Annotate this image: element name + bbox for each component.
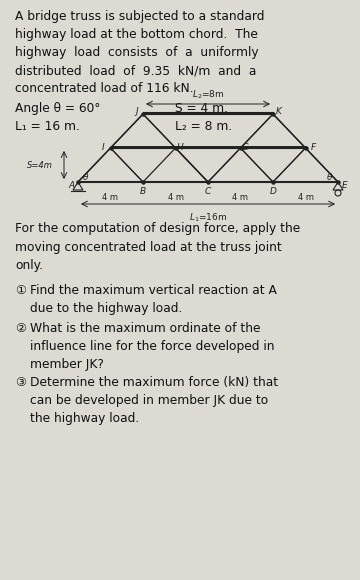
Text: A: A <box>69 182 75 190</box>
Text: For the computation of design force, apply the
moving concentrated load at the t: For the computation of design force, app… <box>15 222 300 272</box>
Text: concentrated load of 116 kN.: concentrated load of 116 kN. <box>15 82 194 95</box>
Text: 4 m: 4 m <box>297 194 314 202</box>
Text: L₂ = 8 m.: L₂ = 8 m. <box>175 120 232 133</box>
Text: S = 4 m.: S = 4 m. <box>175 102 228 115</box>
Text: highway load at the bottom chord.  The: highway load at the bottom chord. The <box>15 28 258 41</box>
Text: D: D <box>270 187 276 195</box>
Text: G: G <box>242 143 249 153</box>
Text: θ: θ <box>83 172 89 182</box>
Text: B: B <box>140 187 146 195</box>
Text: Find the maximum vertical reaction at A
due to the highway load.: Find the maximum vertical reaction at A … <box>30 284 277 315</box>
Text: I: I <box>102 143 105 153</box>
Text: 4 m: 4 m <box>233 194 248 202</box>
Text: 4 m: 4 m <box>167 194 184 202</box>
Text: L₁ = 16 m.: L₁ = 16 m. <box>15 120 80 133</box>
Text: $L_2$=8m: $L_2$=8m <box>192 89 224 101</box>
Text: H: H <box>177 143 184 153</box>
Text: ②: ② <box>15 322 26 335</box>
Text: ③: ③ <box>15 376 26 389</box>
Text: E: E <box>342 182 348 190</box>
Text: θ: θ <box>327 172 333 182</box>
Text: ①: ① <box>15 284 26 297</box>
Text: $L_1$=16m: $L_1$=16m <box>189 211 227 223</box>
Text: Angle θ = 60°: Angle θ = 60° <box>15 102 100 115</box>
Text: highway  load  consists  of  a  uniformly: highway load consists of a uniformly <box>15 46 258 59</box>
Text: J: J <box>136 107 138 115</box>
Text: A bridge truss is subjected to a standard: A bridge truss is subjected to a standar… <box>15 10 265 23</box>
Text: C: C <box>205 187 211 195</box>
Text: 4 m: 4 m <box>103 194 118 202</box>
Text: S=4m: S=4m <box>27 161 53 169</box>
Text: K: K <box>276 107 282 115</box>
Text: Determine the maximum force (kN) that
can be developed in member JK due to
the h: Determine the maximum force (kN) that ca… <box>30 376 278 425</box>
Text: What is the maximum ordinate of the
influence line for the force developed in
me: What is the maximum ordinate of the infl… <box>30 322 275 371</box>
Text: F: F <box>311 143 316 153</box>
Text: distributed  load  of  9.35  kN/m  and  a: distributed load of 9.35 kN/m and a <box>15 64 256 77</box>
